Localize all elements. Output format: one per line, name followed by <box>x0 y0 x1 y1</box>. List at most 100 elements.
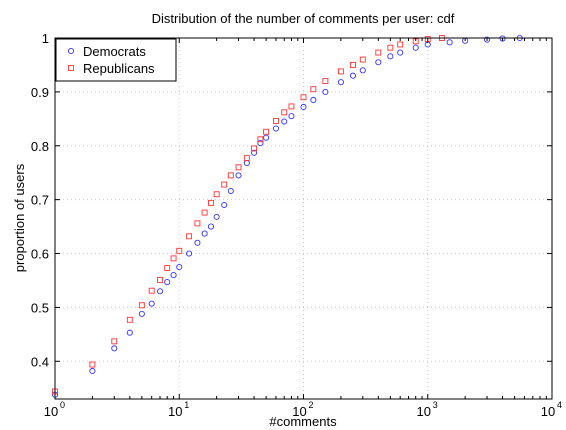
y-tick-label: 0.5 <box>31 300 49 315</box>
legend-label: Republicans <box>83 61 155 76</box>
data-point <box>337 68 344 75</box>
data-point <box>300 94 307 101</box>
data-point <box>148 300 155 307</box>
data-point <box>251 149 258 156</box>
data-point <box>397 41 404 48</box>
data-point <box>257 136 264 143</box>
x-tick-exponent: 3 <box>433 400 438 410</box>
data-point <box>164 279 171 286</box>
data-point <box>221 181 228 188</box>
data-point <box>235 164 242 171</box>
x-tick-exponent: 1 <box>184 400 189 410</box>
data-point <box>359 67 366 74</box>
data-point <box>111 345 118 352</box>
data-point <box>251 145 258 152</box>
data-point <box>281 109 288 116</box>
data-point <box>349 61 356 68</box>
data-point <box>227 172 234 179</box>
grid-lines <box>55 38 552 399</box>
series-1 <box>52 35 445 395</box>
legend-label: Democrats <box>83 44 146 59</box>
x-tick-label: 10 <box>541 404 555 419</box>
data-point <box>288 113 295 120</box>
y-axis-title: proportion of users <box>12 163 27 272</box>
data-point <box>111 338 118 345</box>
data-point <box>208 199 214 206</box>
data-point <box>213 213 220 220</box>
data-point <box>375 59 382 66</box>
data-point <box>375 49 382 56</box>
x-tick-exponent: 0 <box>60 400 65 410</box>
data-point <box>126 329 133 336</box>
x-tick-label: 10 <box>44 404 58 419</box>
legend: Democrats Republicans <box>55 38 177 82</box>
x-tick-exponent: 2 <box>309 400 314 410</box>
data-point <box>322 88 329 95</box>
data-point <box>499 35 506 42</box>
data-point <box>194 220 201 227</box>
legend-box <box>55 38 177 82</box>
data-point <box>387 44 394 51</box>
y-tick-label: 0.8 <box>31 139 49 154</box>
data-point <box>300 103 307 111</box>
data-point <box>186 250 193 257</box>
legend-marker <box>67 47 75 55</box>
data-point <box>257 140 264 147</box>
data-point <box>221 201 228 209</box>
y-tick-label: 0.6 <box>31 247 49 262</box>
data-point <box>89 367 96 375</box>
chart-title: Distribution of the number of comments p… <box>152 11 455 26</box>
data-point <box>263 134 270 141</box>
data-point <box>322 78 329 85</box>
data-point <box>170 272 177 279</box>
data-point <box>157 276 163 283</box>
data-point <box>164 265 171 272</box>
x-axis-title: #comments <box>269 414 337 429</box>
data-point <box>310 86 317 93</box>
data-point <box>272 118 279 124</box>
data-point <box>337 79 344 86</box>
data-point <box>263 128 270 135</box>
series-0 <box>51 34 523 398</box>
data-point <box>235 172 242 179</box>
data-point <box>89 361 96 368</box>
data-point <box>272 125 279 132</box>
data-point <box>148 287 155 294</box>
data-point <box>243 155 250 162</box>
x-tick-label: 10 <box>292 404 306 419</box>
x-tick-label: 10 <box>417 404 431 419</box>
data-point <box>194 239 201 246</box>
legend-marker <box>68 65 74 71</box>
data-point <box>170 255 177 262</box>
y-tick-label: 0.4 <box>31 354 49 369</box>
data-point <box>201 209 208 216</box>
y-tick-label: 0.7 <box>31 193 49 208</box>
data-point <box>387 53 394 60</box>
data-point <box>207 223 215 230</box>
x-tick-label: 10 <box>168 404 182 419</box>
y-tick-label: 0.9 <box>31 85 49 100</box>
data-point <box>186 233 193 240</box>
data-point <box>156 288 164 295</box>
series-layer <box>51 34 523 398</box>
data-point <box>138 302 145 309</box>
data-point <box>176 247 183 254</box>
data-point <box>213 191 220 198</box>
data-point <box>227 187 234 195</box>
data-point <box>359 56 366 63</box>
data-point <box>397 49 404 56</box>
data-point <box>288 103 295 110</box>
data-point <box>349 72 356 79</box>
x-tick-labels: 10 0 10 1 10 2 10 3 10 4 <box>44 400 562 419</box>
data-point <box>126 316 133 323</box>
data-point <box>310 96 317 104</box>
data-point <box>412 44 419 51</box>
data-point <box>138 310 145 317</box>
data-point <box>201 230 208 237</box>
y-tick-label: 1 <box>42 31 49 46</box>
y-tick-labels: 0.4 0.5 0.6 0.7 0.8 0.9 1 <box>31 31 49 369</box>
data-point <box>483 36 491 43</box>
data-point <box>281 118 288 125</box>
data-point <box>446 39 453 46</box>
